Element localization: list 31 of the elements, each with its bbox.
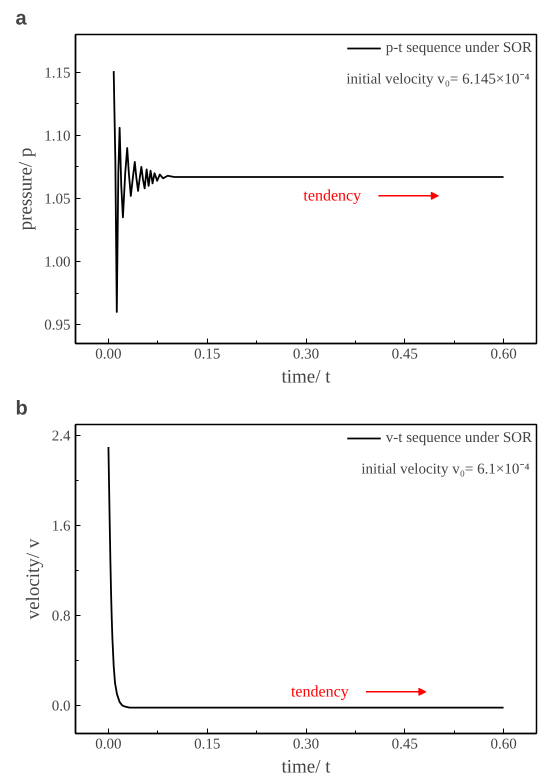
x-tick-label: 0.45 bbox=[392, 346, 418, 362]
annotation: tendency bbox=[290, 683, 349, 700]
annotation: initial velocity v₀= 6.145×10⁻⁴ bbox=[346, 71, 530, 88]
y-axis-title: velocity/ v bbox=[22, 538, 44, 620]
annotation: tendency bbox=[303, 187, 362, 204]
x-tick-label: 0.45 bbox=[392, 736, 418, 752]
legend-label: v-t sequence under SOR bbox=[386, 430, 532, 446]
y-tick-label: 2.4 bbox=[52, 428, 71, 445]
x-tick-label: 0.00 bbox=[95, 346, 122, 362]
y-tick-label: 1.10 bbox=[44, 128, 70, 144]
y-tick-label: 0.95 bbox=[44, 318, 70, 334]
y-tick-label: 1.15 bbox=[44, 65, 70, 82]
y-tick-label: 1.05 bbox=[44, 191, 70, 208]
annotation: initial velocity v₀= 6.1×10⁻⁴ bbox=[361, 461, 530, 478]
legend-label: p-t sequence under SOR bbox=[386, 40, 532, 56]
x-axis-title: time/ t bbox=[281, 366, 332, 388]
x-tick-label: 0.00 bbox=[95, 736, 122, 752]
y-tick-label: 0.8 bbox=[52, 608, 70, 625]
x-tick-label: 0.15 bbox=[194, 736, 220, 752]
y-tick-label: 1.6 bbox=[52, 518, 71, 535]
x-tick-label: 0.30 bbox=[292, 346, 320, 362]
x-axis-title: time/ t bbox=[281, 756, 332, 778]
x-tick-label: 0.15 bbox=[194, 346, 220, 362]
y-tick-label: 1.00 bbox=[44, 254, 70, 271]
chart-title: a bbox=[16, 8, 28, 30]
chart-title: b bbox=[16, 398, 28, 420]
x-tick-label: 0.60 bbox=[490, 736, 517, 752]
y-tick-label: 0.0 bbox=[52, 698, 70, 714]
y-axis-title: pressure/ p bbox=[15, 148, 36, 230]
x-tick-label: 0.60 bbox=[490, 346, 517, 362]
x-tick-label: 0.30 bbox=[292, 736, 320, 752]
